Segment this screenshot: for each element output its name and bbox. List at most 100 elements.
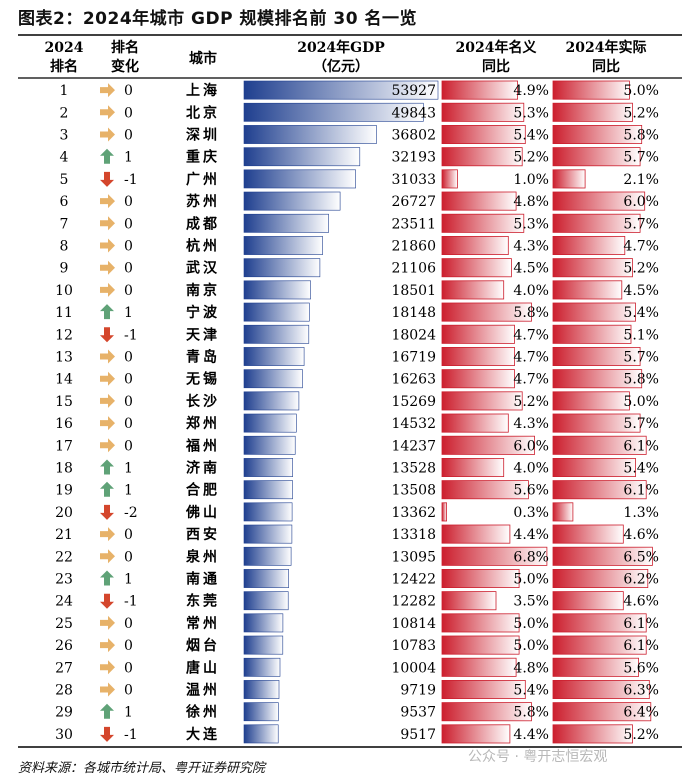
rank-change-label: 1 — [124, 572, 133, 588]
real-growth-label: 4.6% — [623, 594, 659, 610]
arrow-down-icon — [100, 726, 114, 742]
nominal-growth-bar — [441, 569, 520, 589]
real-growth-bar — [552, 369, 643, 389]
gdp-value-label: 16263 — [391, 372, 436, 388]
real-growth-bar — [552, 413, 641, 433]
real-growth-label: 4.7% — [623, 239, 659, 255]
source-note: 资料来源：各城市统计局、粤开证券研究院 — [18, 761, 266, 776]
nominal-growth-bar — [441, 213, 525, 233]
rank-label: 23 — [55, 572, 73, 588]
rank-label: 4 — [60, 150, 69, 166]
real-growth-bar — [552, 346, 641, 366]
nominal-growth-bar — [441, 524, 511, 544]
nominal-growth-label: 4.3% — [513, 416, 549, 432]
real-growth-label: 2.1% — [623, 172, 659, 188]
gdp-value-label: 13362 — [391, 505, 436, 521]
gdp-bar — [243, 236, 323, 255]
real-growth-bar — [552, 680, 650, 700]
real-growth-bar — [552, 213, 641, 233]
rank-change-label: 0 — [124, 683, 133, 699]
real-growth-bar — [552, 191, 646, 211]
arrow-down-icon — [100, 504, 114, 520]
rank-label: 5 — [60, 172, 69, 188]
gdp-bar — [243, 524, 293, 544]
gdp-value-label: 13528 — [391, 461, 436, 477]
rank-change-label: 0 — [124, 128, 133, 144]
nominal-growth-label: 5.0% — [513, 616, 549, 632]
rank-label: 10 — [55, 283, 73, 299]
nominal-growth-bar — [441, 457, 505, 477]
gdp-value-label: 32193 — [391, 150, 436, 166]
figure-title: 图表2：2024年城市 GDP 规模排名前 30 名一览 — [18, 9, 417, 29]
gdp-bar — [243, 369, 303, 389]
nominal-growth-label: 4.8% — [513, 194, 549, 210]
nominal-growth-label: 6.0% — [513, 438, 549, 454]
gdp-bar — [243, 657, 281, 677]
gdp-bar — [243, 191, 341, 211]
real-growth-bar — [552, 302, 636, 322]
arrow-right-icon — [100, 105, 115, 120]
nominal-growth-label: 5.2% — [513, 150, 549, 166]
nominal-growth-bar — [441, 413, 509, 433]
nominal-growth-label: 4.7% — [513, 350, 549, 366]
gdp-value-label: 21860 — [391, 239, 436, 255]
real-growth-bar — [552, 125, 643, 145]
column-header-city: 城市 — [189, 50, 217, 67]
gdp-bar — [243, 613, 284, 633]
city-label: 西安 — [186, 526, 220, 543]
gdp-bar — [243, 702, 279, 722]
arrow-right-icon — [100, 638, 115, 653]
column-header-gdp: （亿元） — [313, 58, 369, 75]
real-growth-bar — [552, 169, 586, 189]
gdp-value-label: 18024 — [391, 327, 436, 343]
real-growth-bar — [552, 102, 633, 122]
gdp-bar — [243, 502, 293, 522]
gdp-value-label: 36802 — [391, 128, 436, 144]
arrow-up-icon — [100, 459, 114, 475]
city-label: 南通 — [186, 571, 220, 588]
nominal-growth-bar — [441, 147, 523, 167]
rank-label: 24 — [55, 594, 73, 610]
real-growth-label: 6.4% — [623, 705, 659, 721]
nominal-growth-label: 5.3% — [513, 216, 549, 232]
real-growth-label: 5.7% — [623, 216, 659, 232]
real-growth-label: 5.6% — [623, 660, 659, 676]
real-growth-bar — [552, 391, 630, 411]
nominal-growth-label: 4.4% — [513, 727, 549, 743]
column-header-real: 2024年实际 — [566, 39, 647, 56]
city-label: 深圳 — [186, 127, 220, 144]
rank-change-label: 0 — [124, 350, 133, 366]
rank-change-label: 1 — [124, 150, 133, 166]
nominal-growth-label: 1.0% — [513, 172, 549, 188]
arrow-right-icon — [100, 549, 115, 564]
gdp-value-label: 53927 — [391, 83, 436, 99]
gdp-value-label: 31033 — [391, 172, 436, 188]
nominal-growth-bar — [441, 369, 515, 389]
gdp-value-label: 12282 — [391, 594, 436, 610]
rank-label: 11 — [55, 305, 73, 321]
gdp-bar — [243, 347, 305, 366]
nominal-growth-bar — [441, 169, 458, 189]
real-growth-label: 6.1% — [623, 616, 659, 632]
rank-label: 25 — [55, 616, 73, 632]
rank-change-label: 0 — [124, 283, 133, 299]
real-growth-bar — [552, 591, 624, 611]
real-growth-label: 6.0% — [623, 194, 659, 210]
real-growth-bar — [552, 635, 647, 655]
rank-change-label: 0 — [124, 261, 133, 277]
arrow-down-icon — [100, 593, 114, 609]
real-growth-label: 5.2% — [623, 261, 659, 277]
real-growth-label: 5.2% — [623, 105, 659, 121]
real-growth-label: 6.3% — [623, 683, 659, 699]
city-label: 济南 — [186, 460, 220, 477]
rank-change-label: -1 — [124, 594, 138, 610]
gdp-bar — [243, 458, 294, 477]
city-label: 福州 — [185, 437, 220, 454]
real-growth-bar — [552, 502, 574, 522]
watermark: 公众号 · 粤开志恒宏观 — [468, 749, 608, 765]
arrow-up-icon — [100, 570, 114, 586]
rank-label: 16 — [55, 416, 73, 432]
nominal-growth-label: 5.0% — [513, 638, 549, 654]
gdp-value-label: 18501 — [391, 283, 436, 299]
city-label: 上海 — [186, 82, 220, 99]
